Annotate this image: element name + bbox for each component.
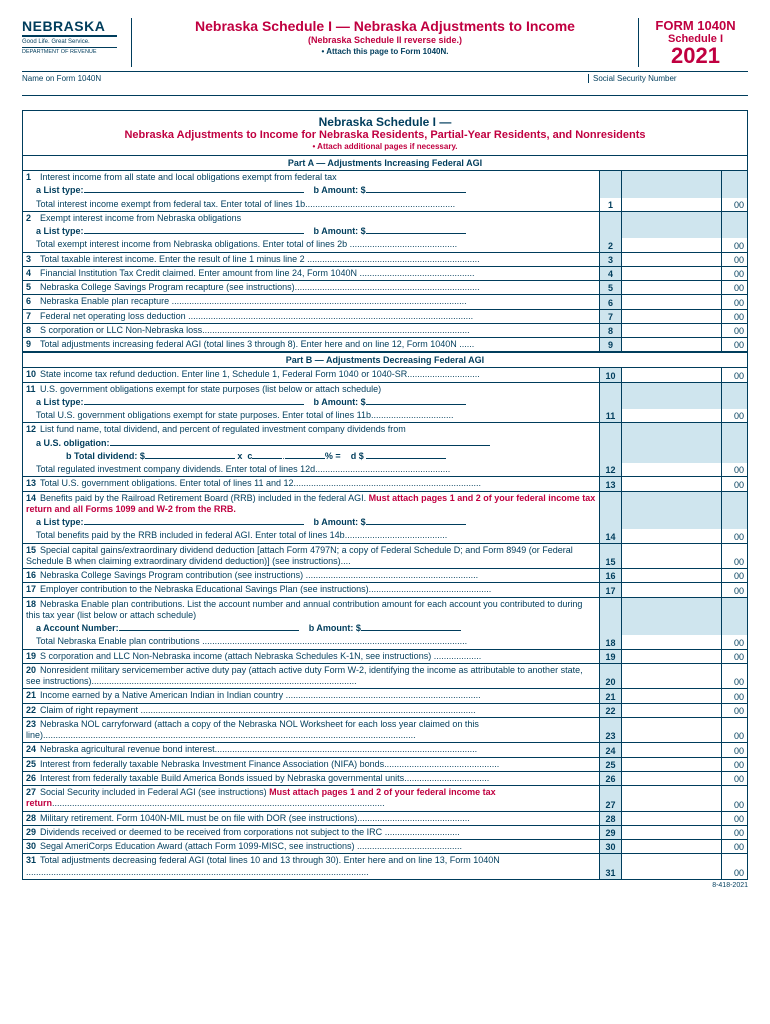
- attach-instruction: • Attach this page to Form 1040N.: [138, 47, 632, 56]
- amount-26[interactable]: [621, 772, 721, 785]
- line-12b: b Total dividend: $ x c.% = d $: [23, 450, 747, 463]
- amount-3[interactable]: [621, 253, 721, 266]
- line-21: 21Income earned by a Native American Ind…: [23, 689, 747, 703]
- form-number: FORM 1040N: [643, 18, 748, 33]
- amount-29[interactable]: [621, 826, 721, 839]
- section-title-3: • Attach additional pages if necessary.: [23, 142, 747, 151]
- line-17: 17Employer contribution to the Nebraska …: [23, 583, 747, 597]
- line-11-total: Total U.S. government obligations exempt…: [23, 409, 747, 423]
- schedule-table: Nebraska Schedule I — Nebraska Adjustmen…: [22, 110, 748, 880]
- amount-23[interactable]: [621, 718, 721, 743]
- line-8: 8S corporation or LLC Non-Nebraska loss.…: [23, 324, 747, 338]
- tax-year: 2021: [643, 45, 748, 67]
- part-b-header: Part B — Adjustments Decreasing Federal …: [23, 352, 747, 368]
- line-15: 15Special capital gains/extraordinary di…: [23, 544, 747, 570]
- line-2-total: Total exempt interest income from Nebras…: [23, 238, 747, 252]
- amount-20[interactable]: [621, 664, 721, 689]
- line-27: 27Social Security included in Federal AG…: [23, 786, 747, 812]
- line-1a: a List type: b Amount: $: [23, 184, 747, 197]
- line-2a: a List type: b Amount: $: [23, 225, 747, 238]
- amount-12[interactable]: [621, 463, 721, 476]
- line-29: 29Dividends received or deemed to be rec…: [23, 826, 747, 840]
- line-12: 12List fund name, total dividend, and pe…: [23, 423, 747, 436]
- tax-form-page: NEBRASKA Good Life. Great Service. DEPAR…: [0, 0, 770, 907]
- amount-8[interactable]: [621, 324, 721, 337]
- amount-11[interactable]: [621, 409, 721, 422]
- section-title-2: Nebraska Adjustments to Income for Nebra…: [23, 129, 747, 141]
- line-7: 7Federal net operating loss deduction ..…: [23, 310, 747, 324]
- line-14: 14Benefits paid by the Railroad Retireme…: [23, 492, 747, 517]
- line-13: 13Total U.S. government obligations. Ent…: [23, 477, 747, 491]
- line-23: 23Nebraska NOL carryforward (attach a co…: [23, 718, 747, 744]
- amount-10[interactable]: [621, 368, 721, 381]
- amount-31[interactable]: [621, 854, 721, 879]
- amount-28[interactable]: [621, 812, 721, 825]
- form-id-column: FORM 1040N Schedule I 2021: [638, 18, 748, 67]
- line-28: 28Military retirement. Form 1040N-MIL mu…: [23, 812, 747, 826]
- line-11: 11U.S. government obligations exempt for…: [23, 383, 747, 396]
- line-24: 24Nebraska agricultural revenue bond int…: [23, 743, 747, 757]
- amount-17[interactable]: [621, 583, 721, 596]
- line-30: 30Segal AmeriCorps Education Award (atta…: [23, 840, 747, 854]
- line-16: 16Nebraska College Savings Program contr…: [23, 569, 747, 583]
- title-column: Nebraska Schedule I — Nebraska Adjustmen…: [132, 18, 638, 67]
- line-1: 1Interest income from all state and loca…: [23, 171, 747, 184]
- amount-30[interactable]: [621, 840, 721, 853]
- form-title: Nebraska Schedule I — Nebraska Adjustmen…: [138, 18, 632, 34]
- line-18: 18Nebraska Enable plan contributions. Li…: [23, 598, 747, 623]
- state-name: NEBRASKA: [22, 18, 125, 34]
- line-9: 9Total adjustments increasing federal AG…: [23, 338, 747, 352]
- revision-code: 8-418-2021: [22, 880, 748, 889]
- line-19: 19S corporation and LLC Non-Nebraska inc…: [23, 650, 747, 664]
- line-14a: a List type: b Amount: $: [23, 516, 747, 529]
- amount-13[interactable]: [621, 477, 721, 490]
- line-25: 25Interest from federally taxable Nebras…: [23, 758, 747, 772]
- line-14-total: Total benefits paid by the RRB included …: [23, 529, 747, 543]
- part-a-header: Part A — Adjustments Increasing Federal …: [23, 155, 747, 171]
- line-18-total: Total Nebraska Enable plan contributions…: [23, 635, 747, 649]
- amount-5[interactable]: [621, 281, 721, 294]
- line-20: 20Nonresident military servicemember act…: [23, 664, 747, 690]
- form-subtitle: (Nebraska Schedule II reverse side.): [138, 35, 632, 45]
- state-logo: NEBRASKA Good Life. Great Service. DEPAR…: [22, 18, 132, 67]
- line-6: 6Nebraska Enable plan recapture ........…: [23, 295, 747, 309]
- ssn-label: Social Security Number: [588, 74, 748, 83]
- line-31: 31Total adjustments decreasing federal A…: [23, 854, 747, 879]
- line-22: 22Claim of right repayment .............…: [23, 704, 747, 718]
- amount-22[interactable]: [621, 704, 721, 717]
- amount-16[interactable]: [621, 569, 721, 582]
- amount-27[interactable]: [621, 786, 721, 811]
- line-5: 5Nebraska College Savings Program recapt…: [23, 281, 747, 295]
- state-tagline: Good Life. Great Service.: [22, 39, 125, 45]
- amount-2[interactable]: [621, 238, 721, 251]
- amount-6[interactable]: [621, 295, 721, 308]
- line-2: 2Exempt interest income from Nebraska ob…: [23, 212, 747, 225]
- amount-25[interactable]: [621, 758, 721, 771]
- section-header: Nebraska Schedule I — Nebraska Adjustmen…: [23, 111, 747, 155]
- line-11a: a List type: b Amount: $: [23, 396, 747, 409]
- amount-19[interactable]: [621, 650, 721, 663]
- amount-7[interactable]: [621, 310, 721, 323]
- name-label: Name on Form 1040N: [22, 74, 588, 83]
- line-26: 26Interest from federally taxable Build …: [23, 772, 747, 786]
- line-1-total: Total interest income exempt from federa…: [23, 198, 747, 212]
- amount-14[interactable]: [621, 529, 721, 542]
- line-18a: a Account Number: b Amount: $: [23, 622, 747, 635]
- line-4: 4Financial Institution Tax Credit claime…: [23, 267, 747, 281]
- section-title-1: Nebraska Schedule I —: [23, 115, 747, 129]
- line-12-total: Total regulated investment company divid…: [23, 463, 747, 477]
- form-header: NEBRASKA Good Life. Great Service. DEPAR…: [22, 18, 748, 72]
- line-12a: a U.S. obligation:: [23, 437, 747, 450]
- amount-1[interactable]: [621, 198, 721, 211]
- amount-9[interactable]: [621, 338, 721, 351]
- amount-15[interactable]: [621, 544, 721, 569]
- amount-21[interactable]: [621, 689, 721, 702]
- amount-4[interactable]: [621, 267, 721, 280]
- amount-24[interactable]: [621, 743, 721, 756]
- name-ssn-row: Name on Form 1040N Social Security Numbe…: [22, 72, 748, 96]
- line-10: 10State income tax refund deduction. Ent…: [23, 368, 747, 382]
- department-name: DEPARTMENT OF REVENUE: [22, 47, 117, 55]
- amount-18[interactable]: [621, 635, 721, 648]
- line-3: 3Total taxable interest income. Enter th…: [23, 253, 747, 267]
